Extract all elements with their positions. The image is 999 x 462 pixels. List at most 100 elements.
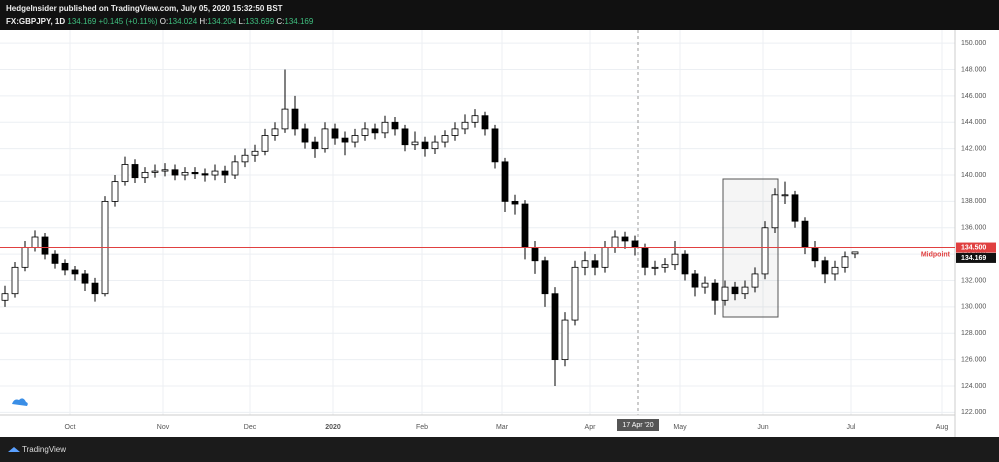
- candle-body: [791, 194, 799, 222]
- candle-body: [111, 181, 119, 202]
- candle-body: [481, 115, 489, 130]
- candle-body: [191, 171, 199, 175]
- candle-body: [771, 194, 779, 229]
- candle-body: [231, 161, 239, 176]
- ohlc-value: 134.204: [207, 17, 237, 26]
- candle-body: [661, 264, 669, 268]
- candle-body: [531, 247, 539, 262]
- candle-body: [471, 115, 479, 123]
- y-tick-label: 148.000: [961, 66, 986, 73]
- candle-body: [181, 171, 189, 176]
- brand-icon: [8, 447, 20, 452]
- candle-body: [51, 253, 59, 264]
- candle-body: [621, 236, 629, 242]
- ohlc-label: O:: [159, 17, 169, 26]
- y-tick-label: 146.000: [961, 93, 986, 100]
- candle-body: [381, 121, 389, 134]
- x-tick-label: Feb: [416, 424, 428, 431]
- candle-body: [171, 169, 179, 176]
- ohlc-value: 134.024: [168, 17, 198, 26]
- candle-body: [211, 170, 219, 176]
- candle-body: [221, 170, 229, 176]
- candle-body: [431, 141, 439, 150]
- candle-body: [751, 273, 759, 288]
- ohlc-label: C:: [276, 17, 285, 26]
- symbol: FX:GBPJPY, 1D: [6, 17, 66, 26]
- candle-body: [541, 260, 549, 295]
- candle-body: [371, 128, 379, 134]
- candle-body: [41, 236, 49, 255]
- candle-body: [121, 164, 129, 183]
- y-tick-label: 128.000: [961, 330, 986, 337]
- header: HedgeInsider published on TradingView.co…: [0, 0, 999, 30]
- candle-body: [731, 286, 739, 295]
- candle-body: [361, 128, 369, 136]
- x-tick-label: Aug: [936, 424, 949, 431]
- candle-body: [641, 247, 649, 268]
- candle-body: [91, 282, 99, 295]
- y-tick-label: 130.000: [961, 304, 986, 311]
- candle-body: [761, 227, 769, 275]
- y-tick-label: 132.000: [961, 277, 986, 284]
- candle-body: [341, 137, 349, 143]
- candle-body: [61, 262, 69, 271]
- crosshair-label-box: [617, 419, 659, 431]
- candle-body: [851, 251, 859, 255]
- candle-body: [141, 171, 149, 179]
- y-tick-label: 124.000: [961, 383, 986, 390]
- y-tick-label: 136.000: [961, 225, 986, 232]
- candle-body: [651, 266, 659, 269]
- change: +0.145 (+0.11%): [98, 17, 158, 26]
- candle-body: [441, 135, 449, 143]
- candle-body: [701, 282, 709, 288]
- candle-body: [741, 286, 749, 295]
- candle-body: [351, 135, 359, 143]
- x-tick-label: Jun: [757, 424, 768, 431]
- grid: [0, 30, 955, 415]
- candle-body: [421, 141, 429, 150]
- candle-body: [311, 141, 319, 150]
- midpoint-price: 134.500: [961, 244, 986, 251]
- candle-body: [281, 108, 289, 130]
- y-tick-label: 140.000: [961, 172, 986, 179]
- footer: [0, 437, 999, 462]
- ohlc-label: L:: [238, 17, 246, 26]
- candle-body: [331, 128, 339, 139]
- weather-icon: [12, 398, 28, 406]
- candle-body: [321, 128, 329, 150]
- candle-body: [631, 240, 639, 248]
- candle-body: [811, 247, 819, 262]
- candle-body: [131, 164, 139, 179]
- y-tick-label: 150.000: [961, 40, 986, 47]
- candle-body: [81, 273, 89, 284]
- candle-body: [691, 273, 699, 288]
- candle-body: [671, 253, 679, 266]
- x-tick-label: Apr: [585, 424, 597, 431]
- midpoint-price-box: [956, 242, 996, 253]
- ohlc-value: 133.699: [245, 17, 275, 26]
- candle-body: [831, 266, 839, 275]
- candle-body: [571, 266, 579, 321]
- candle-body: [21, 247, 29, 268]
- candle-body: [591, 260, 599, 268]
- candle-body: [261, 135, 269, 152]
- symbol-line: FX:GBPJPY, 1D 134.169 +0.145 (+0.11%) O:…: [6, 17, 313, 26]
- candle-body: [721, 286, 729, 301]
- candle-body: [611, 236, 619, 248]
- last-price: 134.169: [961, 255, 986, 262]
- last-value: 134.169: [67, 17, 97, 26]
- candle-body: [1, 293, 9, 301]
- x-tick-label: Dec: [244, 424, 257, 431]
- candle-body: [201, 173, 209, 176]
- candle-body: [781, 194, 789, 197]
- candle-body: [241, 154, 249, 163]
- last-price-box: [956, 252, 996, 263]
- candle-body: [251, 150, 259, 156]
- x-tick-label: May: [673, 424, 687, 431]
- candle-body: [71, 269, 79, 275]
- candle-body: [681, 253, 689, 275]
- candle-body: [521, 203, 529, 248]
- candle-body: [561, 319, 569, 361]
